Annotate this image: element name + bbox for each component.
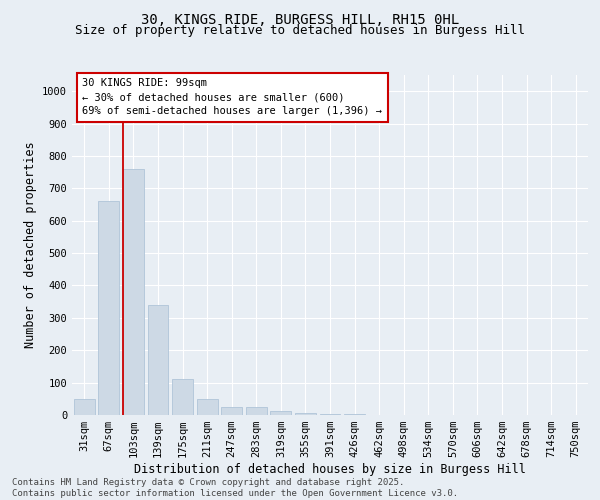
Text: 30 KINGS RIDE: 99sqm
← 30% of detached houses are smaller (600)
69% of semi-deta: 30 KINGS RIDE: 99sqm ← 30% of detached h…: [82, 78, 382, 116]
Bar: [148, 305, 169, 415]
X-axis label: Distribution of detached houses by size in Burgess Hill: Distribution of detached houses by size …: [134, 463, 526, 476]
Text: Contains HM Land Registry data © Crown copyright and database right 2025.
Contai: Contains HM Land Registry data © Crown c…: [12, 478, 458, 498]
Bar: [221, 407, 242, 415]
Y-axis label: Number of detached properties: Number of detached properties: [23, 142, 37, 348]
Bar: [197, 399, 218, 415]
Bar: [123, 169, 144, 415]
Bar: [320, 414, 340, 415]
Bar: [172, 380, 193, 415]
Bar: [344, 414, 365, 415]
Bar: [271, 411, 292, 415]
Bar: [295, 414, 316, 415]
Bar: [98, 202, 119, 415]
Text: Size of property relative to detached houses in Burgess Hill: Size of property relative to detached ho…: [75, 24, 525, 37]
Bar: [246, 407, 267, 415]
Bar: [74, 399, 95, 415]
Text: 30, KINGS RIDE, BURGESS HILL, RH15 0HL: 30, KINGS RIDE, BURGESS HILL, RH15 0HL: [141, 12, 459, 26]
